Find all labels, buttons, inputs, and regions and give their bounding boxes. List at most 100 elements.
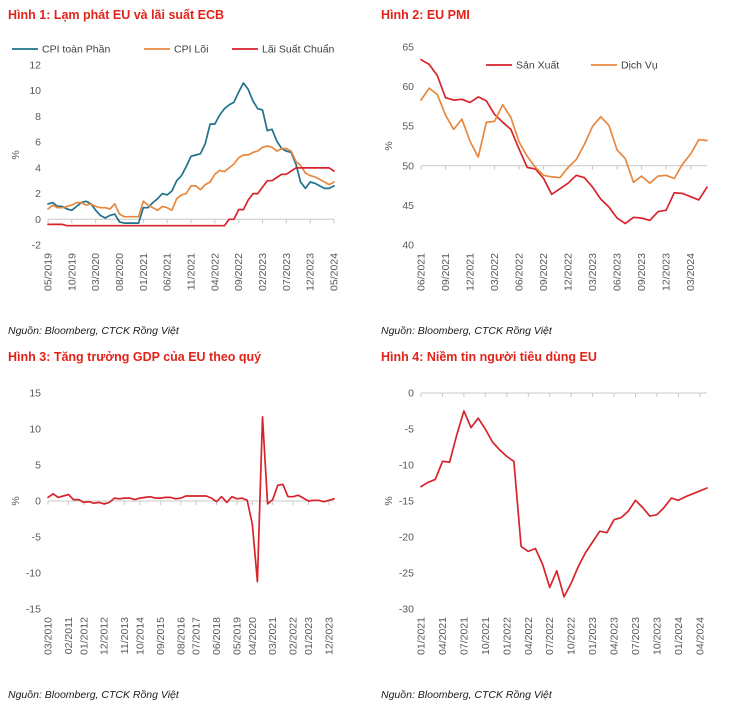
legend-label-0: CPI toàn Phần bbox=[42, 44, 110, 56]
y-axis-tick-label: -10 bbox=[26, 567, 41, 579]
x-axis-tick-label: 12/2023 bbox=[305, 253, 317, 291]
y-axis-tick-label: 8 bbox=[35, 111, 41, 123]
y-axis-tick-label: 0 bbox=[408, 387, 414, 399]
chart3-source-note: Nguồn: Bloomberg, CTCK Rồng Việt bbox=[8, 688, 179, 701]
x-axis-tick-label: 03/2023 bbox=[587, 253, 599, 291]
y-axis-tick-label: 10 bbox=[29, 423, 41, 435]
series-line-0 bbox=[47, 82, 335, 224]
y-axis-tick-label: 12 bbox=[29, 60, 41, 72]
x-axis-tick-label: 04/2020 bbox=[247, 616, 259, 654]
series-line-1 bbox=[47, 145, 335, 218]
x-axis-tick-label: 09/2022 bbox=[538, 253, 550, 291]
chart1-title: Hình 1: Lạm phát EU và lãi suất ECB bbox=[8, 8, 225, 22]
x-axis-tick-label: 03/2010 bbox=[43, 616, 55, 654]
x-axis-tick-label: 02/2023 bbox=[257, 253, 269, 291]
chart2-title: Hình 2: EU PMI bbox=[381, 8, 470, 22]
x-axis-tick-label: 02/2022 bbox=[288, 616, 300, 654]
y-axis-title: % bbox=[383, 141, 395, 150]
series-line-0 bbox=[47, 415, 335, 583]
x-axis-tick-label: 01/2021 bbox=[138, 253, 150, 291]
y-axis-tick-label: 10 bbox=[29, 85, 41, 97]
x-axis-tick-label: 01/2024 bbox=[673, 616, 685, 654]
y-axis-tick-label: -5 bbox=[32, 531, 41, 543]
panel-eu-gdp-growth: Hình 3: Tăng trưởng GDP của EU theo quý … bbox=[8, 350, 340, 702]
x-axis-tick-label: 10/2014 bbox=[134, 616, 146, 654]
y-axis-tick-label: -25 bbox=[399, 567, 414, 579]
y-axis-tick-label: -30 bbox=[399, 603, 414, 615]
x-axis-tick-label: 06/2021 bbox=[162, 253, 174, 291]
y-axis-tick-label: 15 bbox=[29, 387, 41, 399]
eu-inflation-ecb-line-chart: 12 10 8 6 4 2 0 -2% 05/2019 10/2019 03/2020 08/2020… bbox=[10, 44, 341, 291]
panel-eu-consumer-confidence: Hình 4: Niềm tin người tiêu dùng EU 0 -5 -… bbox=[381, 350, 713, 702]
x-axis-tick-label: 09/2023 bbox=[636, 253, 648, 291]
y-axis-tick-label: -15 bbox=[399, 495, 414, 507]
x-axis-tick-label: 07/2017 bbox=[191, 616, 203, 654]
panel-eu-inflation-ecb: Hình 1: Lạm phát EU và lãi suất ECB 12 10… bbox=[8, 8, 340, 338]
chart3-title: Hình 3: Tăng trưởng GDP của EU theo quý bbox=[8, 349, 262, 364]
y-axis-title: % bbox=[10, 496, 22, 505]
eu-pmi-line-chart: 65 60 55 50 45 40% 06/2021 09/2021 12/2021 03/202… bbox=[383, 42, 708, 291]
legend-label-2: Lãi Suất Chuẩn bbox=[262, 44, 335, 56]
y-axis-tick-label: 0 bbox=[35, 495, 41, 507]
x-axis-tick-label: 08/2016 bbox=[175, 616, 187, 654]
x-axis-tick-label: 01/2012 bbox=[78, 616, 90, 654]
x-axis-tick-label: 10/2022 bbox=[566, 616, 578, 654]
x-axis-tick-label: 01/2021 bbox=[416, 616, 428, 654]
x-axis-tick-label: 05/2019 bbox=[43, 253, 55, 291]
x-axis-tick-label: 12/2023 bbox=[323, 616, 335, 654]
y-axis-tick-label: -2 bbox=[32, 240, 41, 252]
legend-label-0: Sản Xuất bbox=[516, 60, 559, 72]
series-line-0 bbox=[420, 58, 708, 225]
y-axis-tick-label: -20 bbox=[399, 531, 414, 543]
x-axis-tick-label: 03/2024 bbox=[685, 253, 697, 291]
eu-gdp-growth-line-chart: 15 10 5 0 -5 -10 -15% 03/2010 02/2011 01/2012 12/2… bbox=[10, 387, 335, 654]
legend-label-1: Dịch Vụ bbox=[621, 60, 658, 72]
x-axis-tick-label: 09/2022 bbox=[233, 253, 245, 291]
charts-grid: Hình 1: Lạm phát EU và lãi suất ECB 12 10… bbox=[8, 8, 734, 701]
y-axis-tick-label: 6 bbox=[35, 137, 41, 149]
x-axis-tick-label: 01/2023 bbox=[587, 616, 599, 654]
y-axis-tick-label: -10 bbox=[399, 459, 414, 471]
x-axis-tick-label: 05/2024 bbox=[329, 253, 341, 291]
y-axis-tick-label: 4 bbox=[35, 162, 41, 174]
y-axis-title: % bbox=[10, 150, 22, 159]
x-axis-tick-label: 04/2022 bbox=[523, 616, 535, 654]
x-axis-tick-label: 11/2013 bbox=[119, 616, 131, 653]
y-axis-tick-label: 60 bbox=[402, 81, 414, 93]
x-axis-tick-label: 12/2021 bbox=[465, 253, 477, 291]
y-axis-tick-label: -15 bbox=[26, 603, 41, 615]
y-axis-tick-label: 45 bbox=[402, 200, 414, 212]
x-axis-tick-label: 02/2011 bbox=[63, 616, 75, 653]
y-axis-title: % bbox=[383, 496, 395, 505]
x-axis-tick-label: 08/2020 bbox=[114, 253, 126, 291]
x-axis-tick-label: 12/2023 bbox=[661, 253, 673, 291]
legend-label-1: CPI Lõi bbox=[174, 44, 208, 56]
series-line-0 bbox=[420, 409, 708, 598]
series-line-2 bbox=[47, 167, 335, 227]
y-axis-tick-label: 5 bbox=[35, 459, 41, 471]
x-axis-tick-label: 11/2021 bbox=[186, 253, 198, 290]
y-axis-tick-label: 65 bbox=[402, 42, 414, 54]
chart4-source-note: Nguồn: Bloomberg, CTCK Rồng Việt bbox=[381, 688, 552, 701]
x-axis-tick-label: 10/2023 bbox=[651, 616, 663, 654]
y-axis-tick-label: 2 bbox=[35, 188, 41, 200]
chart4-title: Hình 4: Niềm tin người tiêu dùng EU bbox=[381, 349, 597, 364]
x-axis-tick-label: 01/2022 bbox=[501, 616, 513, 654]
x-axis-tick-label: 04/2022 bbox=[209, 253, 221, 291]
x-axis-tick-label: 06/2021 bbox=[416, 253, 428, 291]
y-axis-tick-label: -5 bbox=[405, 423, 414, 435]
x-axis-tick-label: 03/2022 bbox=[489, 253, 501, 291]
x-axis-tick-label: 01/2023 bbox=[303, 616, 315, 654]
x-axis-tick-label: 07/2023 bbox=[281, 253, 293, 291]
y-axis-tick-label: 40 bbox=[402, 240, 414, 252]
x-axis-tick-label: 03/2020 bbox=[90, 253, 102, 291]
x-axis-tick-label: 04/2024 bbox=[694, 616, 706, 654]
y-axis-tick-label: 55 bbox=[402, 121, 414, 133]
x-axis-tick-label: 04/2021 bbox=[437, 616, 449, 654]
x-axis-tick-label: 06/2022 bbox=[514, 253, 526, 291]
x-axis-tick-label: 05/2019 bbox=[232, 616, 244, 654]
x-axis-tick-label: 10/2019 bbox=[66, 253, 78, 291]
x-axis-tick-label: 06/2023 bbox=[612, 253, 624, 291]
x-axis-tick-label: 07/2022 bbox=[544, 616, 556, 654]
